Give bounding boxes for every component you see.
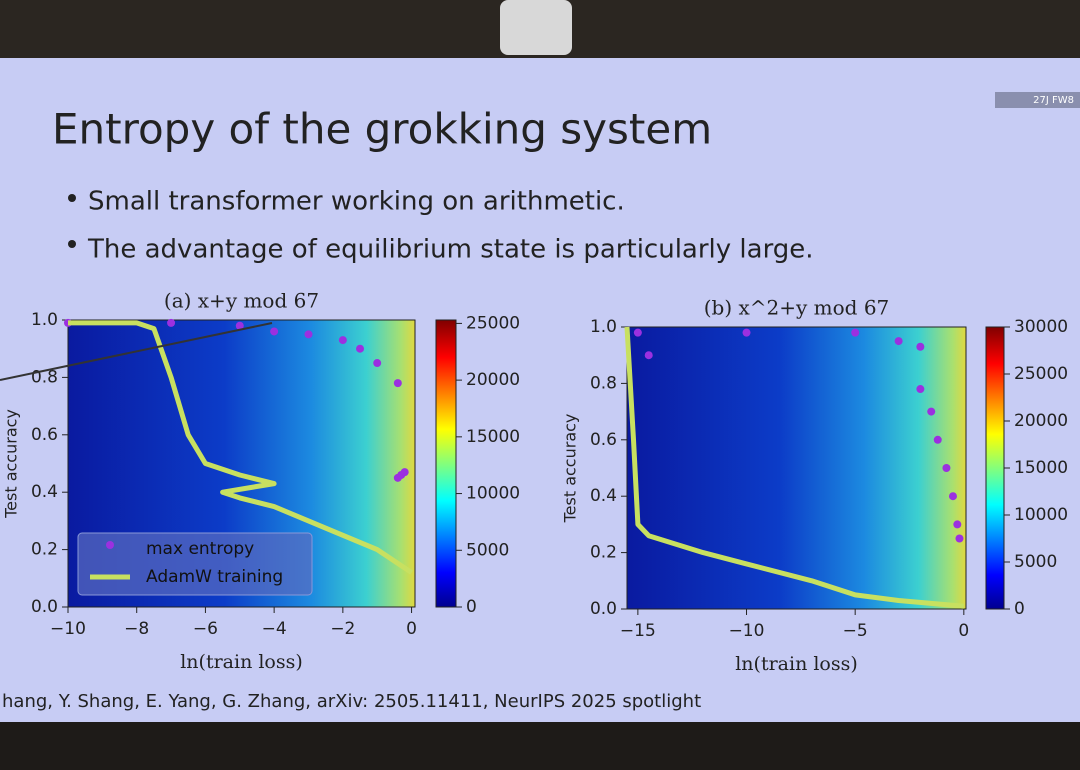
training-line [624,326,965,609]
colorbar-tick-label: 20000 [1014,411,1068,431]
entropy-point [942,464,951,472]
monitor-label: 27J FW8 [1033,95,1074,106]
entropy-point [894,337,903,346]
y-tick-label: 0.0 [31,597,58,617]
legend-box [77,532,313,596]
y-tick-label: 0.0 [590,599,617,619]
camera [500,0,572,55]
x-tick-label: −10 [729,621,765,641]
x-tick-label: −8 [124,619,149,639]
y-tick-label: 0.8 [590,373,617,393]
colorbar-tick-label: 10000 [466,484,520,504]
y-tick-label: 0.6 [590,430,617,450]
bullet: Small transformer working on arithmetic. [88,187,625,217]
entropy-point [393,379,402,388]
entropy-point [742,328,751,337]
legend-label: max entropy [146,539,254,559]
x-tick-label: −4 [262,619,287,639]
citation: hang, Y. Shang, E. Yang, G. Zhang, arXiv… [2,691,701,712]
entropy-point [916,342,925,351]
entropy-point [304,330,313,339]
y-tick-label: 0.2 [590,543,617,563]
x-tick-label: 0 [958,621,969,641]
y-axis-label: Test accuracy [2,409,21,519]
colorbar-tick-label: 0 [1014,599,1025,619]
training-line [68,320,413,575]
x-tick-label: −5 [843,621,868,641]
colorbar [985,326,1005,610]
x-tick-label: 0 [406,619,417,639]
charts: (a) x+y mod 67 ln(train loss) Test accurac… [2,289,1069,676]
entropy-point [953,520,962,529]
legend-label: AdamW training [146,567,283,587]
monitor-badge [995,92,1080,108]
entropy-point [393,473,402,482]
entropy-point [167,318,176,327]
entropy-point [270,327,279,336]
y-tick-label: 0.6 [31,425,58,445]
heatmap [626,326,967,610]
x-tick-label: −10 [50,619,86,639]
bullet: The advantage of equilibrium state is pa… [87,235,814,265]
chart-title: (b) x^2+y mod 67 [704,296,890,320]
colorbar-tick-label: 0 [466,597,477,617]
colorbar-tick-label: 10000 [1014,505,1068,525]
colorbar-tick-label: 20000 [466,370,520,390]
colorbar-tick-label: 5000 [466,540,509,560]
x-tick-label: −2 [330,619,355,639]
entropy-point [633,328,642,337]
colorbar-tick-label: 5000 [1014,552,1057,572]
entropy-point [955,534,964,543]
colorbar-tick-label: 25000 [1014,364,1068,384]
y-tick-label: 0.4 [590,486,617,506]
x-axis-label: ln(train loss) [735,653,858,675]
entropy-point [338,336,347,345]
y-axis-label: Test accuracy [561,414,580,524]
colorbar-tick-label: 25000 [466,313,520,333]
entropy-point [948,492,957,501]
entropy-point [851,328,860,337]
entropy-point [373,359,382,368]
bullet-dot [68,194,76,202]
colorbar-tick-label: 15000 [466,427,520,447]
entropy-point [235,321,244,330]
entropy-point [356,344,365,353]
entropy-point [933,435,942,444]
y-tick-label: 0.2 [31,540,58,560]
colorbar [435,319,457,608]
bezel [0,722,1080,770]
entropy-point [644,351,653,360]
colorbar-tick-label: 30000 [1014,317,1068,337]
colorbar-tick-label: 15000 [1014,458,1068,478]
chart-title: (a) x+y mod 67 [164,289,319,313]
slide-title: Entropy of the grokking system [52,105,712,154]
entropy-point [400,468,409,477]
y-tick-label: 1.0 [590,317,617,337]
entropy-point [916,385,925,394]
pointer [0,322,273,381]
y-tick-label: 1.0 [31,310,58,330]
legend-swatch [106,541,114,549]
x-axis-label: ln(train loss) [180,651,303,673]
bullet-dot [68,240,76,248]
x-tick-label: −6 [193,619,218,639]
entropy-point [927,407,936,416]
x-tick-label: −15 [620,621,656,641]
y-tick-label: 0.4 [31,482,58,502]
